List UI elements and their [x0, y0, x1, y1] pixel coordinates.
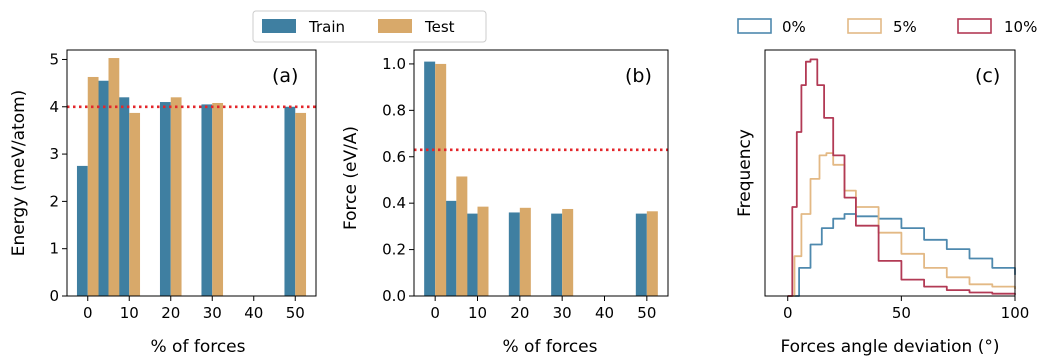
panel-a-xlabel: % of forces [150, 337, 245, 357]
panel-b-bar-train-20 [508, 212, 520, 296]
panel-b-bar-train-5 [445, 200, 457, 296]
panel-a-bar-train-5 [97, 80, 109, 296]
panel-b-bar-test-0 [435, 63, 447, 296]
panel-a-label: (a) [272, 65, 298, 87]
panel-b-ylabel: Force (eV/A) [341, 126, 361, 230]
panel-c-label: (c) [975, 65, 1000, 87]
panel-b-bar-train-10 [466, 213, 478, 296]
panel-a-ytick-label: 1 [49, 240, 59, 258]
panel-b-axes-frame [413, 49, 669, 297]
panel-a-bar-train-50 [284, 106, 296, 297]
panel-a-ytick-label: 3 [49, 145, 59, 163]
panel-a-bar-test-5 [108, 58, 120, 296]
panel-b-ytick-label: 0.6 [382, 148, 406, 166]
panel-a-xtick-label: 20 [161, 304, 180, 322]
panel-b-xtick-label: 50 [637, 304, 656, 322]
panel-b-ytick-label: 1.0 [382, 55, 406, 73]
panel-a-plot: 0 10 20 30 40 50 0 1 2 3 4 5 [49, 49, 317, 322]
panel-a-ylabel: Energy (meV/atom) [9, 90, 29, 257]
panel-c-xtick-label: 100 [1001, 304, 1030, 322]
panel-a-xtick-label: 10 [120, 304, 139, 322]
panel-a-axes-frame [66, 49, 317, 297]
panel-c-series-5 [787, 152, 1016, 297]
panel-b-ytick-label: 0.4 [382, 194, 406, 212]
panel-a-ytick-label: 4 [49, 98, 59, 116]
panel-a-bar-test-30 [212, 102, 224, 296]
panel-b-bar-test-20 [519, 207, 531, 296]
panel-b-bar-test-5 [456, 176, 468, 296]
panel-a-xtick-label: 0 [83, 304, 93, 322]
panel-c-xlabel: Forces angle deviation (°) [780, 337, 999, 357]
panel-c-axes-frame [764, 49, 1016, 297]
panel-b-xtick-label: 40 [595, 304, 614, 322]
panel-b-plot: 0 10 20 30 40 50 0.0 0.2 0.4 0.6 0.8 1.0 [382, 49, 669, 322]
panel-a-bar-train-0 [76, 165, 88, 296]
panel-a-bar-test-0 [87, 76, 99, 296]
panel-a-ytick-label: 2 [49, 192, 59, 210]
panel-c-xtick-label: 50 [892, 304, 911, 322]
panel-a-bar-test-50 [295, 112, 307, 297]
panel-c-xtick-label: 0 [783, 304, 793, 322]
panel-b-xtick-label: 0 [430, 304, 440, 322]
panel-b-bar-test-50 [646, 211, 658, 296]
panel-b-xtick-label: 30 [553, 304, 572, 322]
panel-a-xtick-label: 30 [203, 304, 222, 322]
panel-b-xtick-label: 20 [510, 304, 529, 322]
panel-a-xtick-label: 40 [244, 304, 263, 322]
panel-b-ytick-label: 0.2 [382, 241, 406, 259]
panel-a-bar-train-10 [118, 97, 130, 296]
panel-b-bar-train-30 [551, 213, 563, 296]
legend-swatch-10 [957, 18, 992, 34]
panel-c-ylabel: Frequency [735, 129, 755, 217]
legend-label-10: 10% [1004, 18, 1037, 36]
panel-b-bar-test-10 [477, 206, 489, 296]
legend-swatch-0 [737, 18, 772, 34]
legend-label-0: 0% [782, 18, 806, 36]
legend-train-test: Train Test [252, 10, 487, 43]
panel-b-label: (b) [625, 65, 652, 87]
panel-a-ytick-label: 5 [49, 50, 59, 68]
panel-c-series-10 [787, 58, 1016, 297]
panel-b-bar-train-0 [424, 61, 436, 296]
legend-swatch-5 [847, 18, 882, 34]
legend-label-5: 5% [893, 18, 917, 36]
legend-label-test: Test [424, 18, 455, 36]
panel-b-bar-train-50 [635, 213, 647, 296]
legend-swatch-train [262, 19, 296, 33]
panel-a-bar-test-10 [129, 112, 141, 297]
panel-a-bar-train-30 [201, 104, 213, 297]
legend-swatch-test [378, 19, 412, 33]
panel-b-ytick-label: 0.0 [382, 287, 406, 305]
panel-b-xtick-label: 10 [468, 304, 487, 322]
panel-b-ytick-label: 0.8 [382, 101, 406, 119]
legend-percentages: 0% 5% 10% [737, 18, 1037, 36]
panel-c-plot: 0 50 100 [764, 49, 1030, 322]
panel-a-bar-test-20 [170, 97, 182, 296]
panel-b-bar-test-30 [562, 208, 574, 296]
panel-a-bar-train-20 [159, 102, 171, 297]
panel-a-ytick-label: 0 [49, 287, 59, 305]
panel-a-xtick-label: 50 [286, 304, 305, 322]
panel-b-xlabel: % of forces [502, 337, 597, 357]
legend-frame [252, 10, 487, 43]
legend-label-train: Train [308, 18, 345, 36]
